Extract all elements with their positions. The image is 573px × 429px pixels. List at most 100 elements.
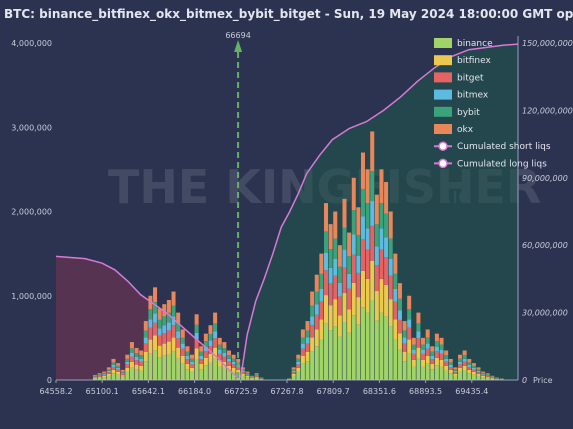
bar-segment-binance bbox=[499, 379, 504, 380]
bar-segment-bitget bbox=[236, 366, 241, 370]
legend-swatch-bitfinex bbox=[434, 55, 452, 66]
bar-segment-bitfinex bbox=[176, 347, 181, 359]
bar-segment-binance bbox=[485, 377, 490, 380]
bar-segment-bitfinex bbox=[425, 355, 430, 364]
bar-segment-bitget bbox=[347, 288, 352, 310]
bar-segment-binance bbox=[296, 371, 301, 380]
bar-segment-bitmex bbox=[148, 319, 153, 328]
bar-segment-binance bbox=[425, 363, 430, 380]
bar-segment-bybit bbox=[153, 302, 158, 314]
bar-segment-bybit bbox=[231, 358, 236, 362]
legend-swatch-okx bbox=[434, 124, 452, 134]
bar-segment-okx bbox=[125, 354, 130, 359]
bar-segment-bitmex bbox=[485, 375, 490, 376]
bar-segment-binance bbox=[106, 375, 111, 380]
bar-segment-bitmex bbox=[305, 337, 310, 344]
bar-segment-binance bbox=[203, 365, 208, 380]
bar-segment-bitget bbox=[337, 296, 342, 316]
legend-marker-swatch bbox=[438, 141, 448, 151]
bar-segment-bybit bbox=[106, 369, 111, 371]
bar-segment-bitget bbox=[92, 376, 97, 378]
bar-segment-bybit bbox=[217, 344, 222, 350]
bar-segment-bitfinex bbox=[397, 333, 402, 349]
bar-segment-bitfinex bbox=[208, 353, 213, 363]
bar-segment-bitget bbox=[208, 346, 213, 354]
bar-segment-bybit bbox=[134, 353, 139, 357]
bar-segment-bitget bbox=[226, 361, 231, 366]
bar-segment-okx bbox=[134, 347, 139, 354]
bar-segment-okx bbox=[490, 375, 495, 377]
x-tick-label: 65100.1 bbox=[86, 387, 119, 396]
bar-segment-bitmex bbox=[439, 349, 444, 354]
bar-segment-bitfinex bbox=[328, 305, 333, 331]
bar-segment-okx bbox=[360, 152, 365, 189]
bar-segment-bybit bbox=[476, 369, 481, 371]
bar-segment-bitfinex bbox=[291, 373, 296, 376]
bar-segment-bitget bbox=[240, 372, 245, 374]
bar-segment-binance bbox=[365, 312, 370, 380]
bar-segment-bitget bbox=[439, 353, 444, 360]
bar-segment-okx bbox=[236, 358, 241, 363]
bar-segment-bybit bbox=[199, 351, 204, 356]
bar-segment-bybit bbox=[203, 341, 208, 347]
bar-segment-bitget bbox=[203, 351, 208, 358]
bar-segment-bitget bbox=[231, 364, 236, 368]
x-tick-label: 64558.2 bbox=[39, 387, 72, 396]
bar-segment-bitmex bbox=[125, 361, 130, 365]
bar-segment-bybit bbox=[471, 365, 476, 368]
bar-segment-bitmex bbox=[416, 331, 421, 339]
y-right-tick-label: 90,000,000 bbox=[522, 174, 568, 183]
bar-segment-okx bbox=[222, 342, 227, 349]
x-axis-ticks: 64558.2 65100.1 65642.1 66184.0 66725.9 67267… bbox=[39, 380, 488, 396]
bar-segment-bitfinex bbox=[180, 355, 185, 364]
bar-segment-bybit bbox=[333, 238, 338, 259]
bar-segment-bitfinex bbox=[134, 364, 139, 370]
bar-segment-bitmex bbox=[356, 255, 361, 273]
bar-segment-bitmex bbox=[402, 337, 407, 344]
bar-segment-binance bbox=[467, 373, 472, 380]
bar-segment-bitmex bbox=[333, 258, 338, 276]
y-left-tick-label: 1,000,000 bbox=[11, 292, 52, 301]
bar-segment-bitget bbox=[190, 364, 195, 368]
bar-segment-okx bbox=[97, 373, 102, 375]
bar-segment-bitget bbox=[102, 374, 107, 376]
bar-segment-bitmex bbox=[231, 361, 236, 365]
bar-segment-bitmex bbox=[213, 331, 218, 339]
bar-segment-bitget bbox=[407, 327, 412, 340]
bar-segment-binance bbox=[319, 339, 324, 380]
bar-segment-bybit bbox=[397, 298, 402, 311]
bar-segment-bitget bbox=[217, 353, 222, 360]
bar-segment-bybit bbox=[162, 316, 167, 326]
bar-segment-bitmex bbox=[222, 352, 227, 357]
bar-segment-okx bbox=[458, 354, 463, 359]
bar-segment-binance bbox=[287, 379, 292, 380]
bar-segment-binance bbox=[342, 322, 347, 380]
bar-segment-bitfinex bbox=[430, 363, 435, 370]
bar-segment-okx bbox=[166, 299, 171, 313]
bar-segment-bybit bbox=[351, 210, 356, 235]
bar-segment-bybit bbox=[148, 309, 153, 320]
bar-segment-okx bbox=[111, 358, 116, 363]
bar-segment-okx bbox=[439, 337, 444, 345]
bar-segment-okx bbox=[411, 337, 416, 345]
bar-segment-okx bbox=[356, 207, 361, 235]
bar-segment-binance bbox=[213, 358, 218, 380]
bar-segment-bitmex bbox=[254, 375, 259, 376]
bar-segment-binance bbox=[226, 370, 231, 380]
bar-segment-bitget bbox=[462, 361, 467, 366]
bar-segment-bitfinex bbox=[171, 337, 176, 352]
bar-segment-okx bbox=[384, 182, 389, 214]
bar-segment-binance bbox=[374, 320, 379, 380]
bar-segment-binance bbox=[416, 358, 421, 380]
bar-segment-bitget bbox=[397, 319, 402, 334]
bar-segment-bitfinex bbox=[476, 373, 481, 376]
y-left-tick-label: 0 bbox=[47, 376, 52, 385]
bar-segment-bitmex bbox=[153, 313, 158, 323]
bar-segment-bitfinex bbox=[411, 359, 416, 367]
bar-segment-bitmex bbox=[310, 316, 315, 326]
bar-segment-bybit bbox=[434, 341, 439, 347]
bar-segment-okx bbox=[143, 321, 148, 331]
bar-segment-bybit bbox=[310, 305, 315, 317]
x-tick-label: 69435.4 bbox=[455, 387, 488, 396]
bar-segment-binance bbox=[102, 377, 107, 380]
